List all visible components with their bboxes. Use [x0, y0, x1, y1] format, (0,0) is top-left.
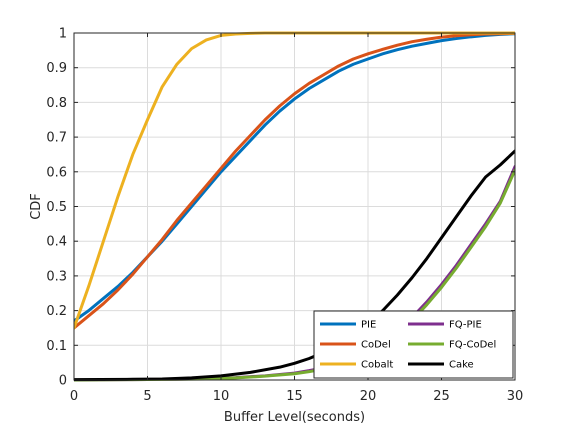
- x-tick-label: 0: [70, 389, 78, 404]
- series-line-cobalt: [74, 31, 515, 330]
- y-tick-label: 0: [59, 374, 67, 389]
- y-tick-label: 0.1: [46, 339, 67, 354]
- legend-label-codel: CoDel: [361, 340, 391, 351]
- y-tick-label: 0.4: [46, 235, 67, 250]
- legend-label-cobalt: Cobalt: [361, 360, 393, 371]
- ticks: 0 5 10 15 20 25 30 0 0.1 0.2 0.3 0.4 0.5 0.6 0.7 0.8 0.9…: [46, 27, 523, 405]
- y-axis-label: CDF: [29, 193, 44, 220]
- legend-label-fq-pie: FQ-PIE: [449, 320, 482, 331]
- legend-label-cake: Cake: [449, 360, 474, 371]
- x-tick-label: 15: [286, 389, 303, 404]
- legend: PIE CoDel Cobalt FQ-PIE FQ-CoDel Cake: [313, 310, 514, 379]
- x-tick-label: 25: [433, 389, 450, 404]
- x-tick-label: 30: [507, 389, 524, 404]
- legend-label-fq-codel: FQ-CoDel: [449, 340, 496, 351]
- y-tick-label: 1: [59, 27, 67, 42]
- y-tick-label: 0.2: [46, 304, 67, 319]
- series-line-codel: [74, 31, 515, 330]
- legend-label-pie: PIE: [361, 320, 376, 331]
- y-tick-label: 0.5: [46, 200, 67, 215]
- x-axis-label: Buffer Level(seconds): [224, 410, 365, 425]
- x-tick-label: 20: [360, 389, 377, 404]
- y-tick-label: 0.6: [46, 165, 67, 180]
- y-tick-label: 0.9: [46, 61, 67, 76]
- y-tick-label: 0.8: [46, 96, 67, 111]
- y-tick-label: 0.3: [46, 269, 67, 284]
- x-tick-label: 10: [213, 389, 230, 404]
- y-tick-label: 0.7: [46, 131, 67, 146]
- x-tick-label: 5: [143, 389, 151, 404]
